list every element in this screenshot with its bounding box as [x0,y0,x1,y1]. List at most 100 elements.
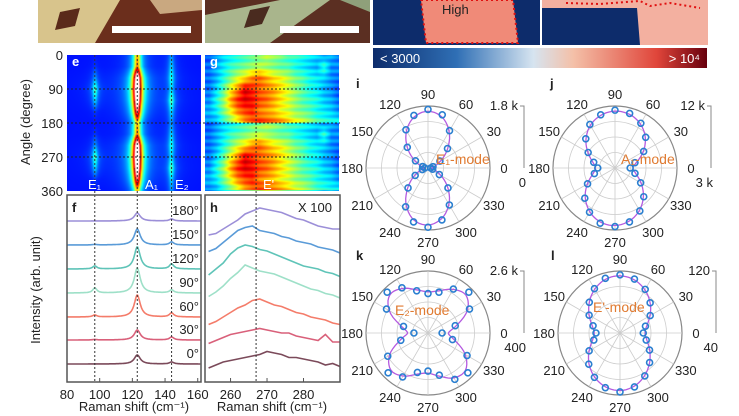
polar-data-point [636,179,645,187]
f-series-line [67,212,201,222]
polar-angle-label: 60 [459,97,473,112]
polar-data-point [383,352,392,361]
polar-angle-label: 240 [571,390,593,405]
polar-data-point [411,171,419,180]
polar-fit-curve [587,275,652,392]
polar-data-point [646,311,655,320]
polar-spoke [427,279,460,334]
radial-scale-bar [707,105,712,168]
polar-data-point [596,219,605,228]
polar-data-point [410,111,418,120]
polar-data-point [448,335,457,344]
polar-angle-label: 150 [351,124,373,139]
polar-angle-label: 270 [609,400,631,415]
polar-data-point [631,158,639,167]
f-xlabel: Raman shift (cm⁻¹) [79,399,189,414]
polar-angle-label: 330 [675,363,697,378]
polar-angle-label: 0 [500,326,507,341]
f-xtick-label: 120 [122,387,144,402]
e-ytick-label: 270 [41,150,63,165]
polar-panels: i j k l 0306090120150180210240270300330E… [341,76,718,415]
polar-spoke [619,279,652,334]
polar-data-point [398,373,407,381]
polar-data-point [409,218,418,226]
polar-data-point [410,329,418,337]
polar-data-point [399,322,408,331]
polar-data-point [424,105,432,114]
h-series-line [208,264,341,299]
h-scale-annotation: X 100 [298,200,332,215]
polar-data-point [581,134,590,143]
polar-spoke [374,136,429,169]
polar-data-point [592,329,600,337]
polar-angle-label: 0 [687,161,694,176]
h-axes-frame [204,194,341,383]
polar-data-point [383,288,391,296]
h-series-line [208,225,341,254]
polar-spoke [583,114,616,169]
polar-data-point [641,322,650,330]
polar-angle-label: 150 [351,289,373,304]
polar-spoke [374,167,429,200]
polar-angle-label: 240 [566,225,588,240]
e-ytick-label: 180 [41,116,63,131]
peak-label-eprime: E' [263,177,274,192]
mode-label: E₂-mode [395,302,450,318]
radial-scale-min: 3 k [696,175,714,190]
radial-scale-max: 2.6 k [490,263,519,278]
polar-angle-label: 300 [455,390,477,405]
polar-angle-label: 210 [351,363,373,378]
f-series-line [67,228,201,246]
polar-angle-label: 150 [538,124,560,139]
polar-spoke [396,332,429,387]
polar-data-point [435,371,444,379]
h-xtick-label: 270 [256,387,278,402]
mode-label: E₁-mode [436,151,490,167]
polar-data-point [443,144,452,153]
polar-data-point [589,158,598,167]
polar-angle-label: 120 [566,97,588,112]
raman-map-1: High [373,0,540,45]
polar-data-point [438,329,446,337]
polar-data-point [445,201,454,209]
polar-angle-label: 150 [543,289,565,304]
polar-data-point [639,147,648,156]
polar-data-point [424,289,432,298]
polar-fit-curve [405,110,451,226]
polar-angle-label: 0 [500,161,507,176]
polar-data-point [589,336,598,344]
polar-data-point [585,311,593,319]
polar-angle-label: 90 [421,87,435,102]
polar-angle-label: 60 [651,262,665,277]
radial-scale-bar [712,270,717,333]
polar-angle-label: 330 [483,363,505,378]
radial-scale-bar [520,105,525,168]
polar-spoke [566,301,621,334]
polar-data-point [590,284,599,293]
polar-data-point [413,368,422,377]
polar-data-point [630,275,639,283]
polar-data-point [398,284,406,292]
polar-data-point [641,285,649,294]
scale-bar [280,26,359,33]
polar-angle-label: 30 [487,124,501,139]
polar-angle-label: 90 [421,252,435,267]
polar-spoke [614,136,669,169]
polar-spoke [396,167,429,222]
polar-data-point [436,157,444,165]
polar-data-point [640,372,649,380]
polar-angle-label: 300 [455,225,477,240]
e-ylabel: Angle (degree) [18,79,33,165]
polar-data-point [384,369,392,377]
h-xtick-label: 280 [293,387,315,402]
panel-label-g: g [210,54,218,69]
polar-spoke [374,332,429,365]
polar-data-point [584,360,593,369]
f-series-label: 90° [179,275,199,290]
heatmap-e [67,55,201,191]
polar-data-point [428,165,437,174]
polar-angle-label: 60 [646,97,660,112]
polar-data-point [593,164,602,172]
polar-data-point [465,305,474,313]
